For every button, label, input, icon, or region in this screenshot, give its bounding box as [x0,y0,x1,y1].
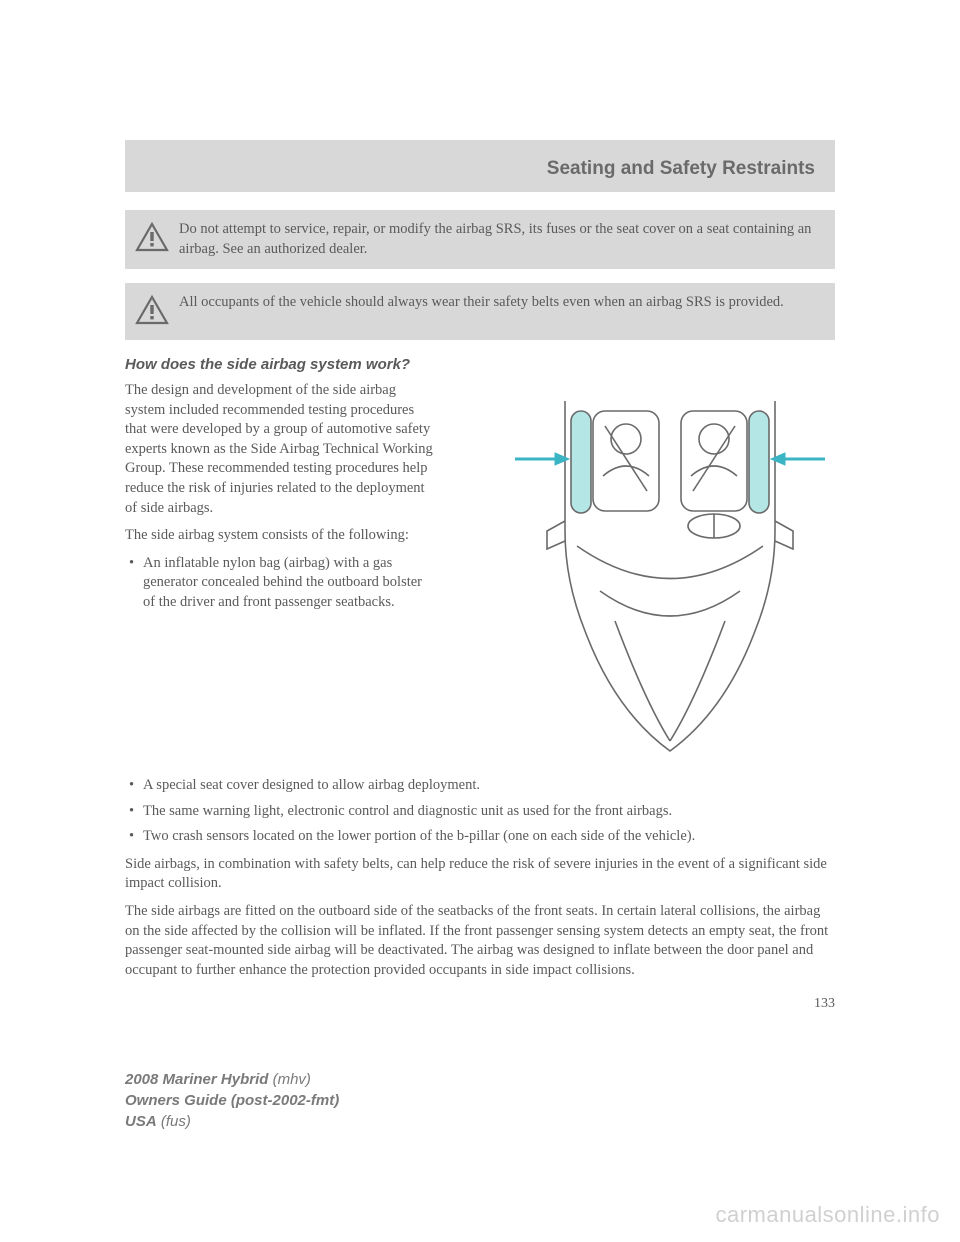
manual-page: Seating and Safety Restraints Do not att… [0,0,960,1012]
footer-code-3: (fus) [157,1113,191,1130]
page-number: 133 [125,996,835,1012]
footer-model: 2008 Mariner Hybrid [125,1071,268,1088]
footer-code-1: (mhv) [268,1071,311,1088]
section-title: Seating and Safety Restraints [547,158,815,179]
paragraph-1: The design and development of the side a… [125,381,435,518]
footer-region: USA [125,1113,157,1130]
warning-box-2: All occupants of the vehicle should alwa… [125,283,835,340]
paragraph-4: The side airbags are fitted on the outbo… [125,902,835,980]
subheading: How does the side airbag system work? [125,356,835,373]
paragraph-2: The side airbag system consists of the f… [125,526,435,546]
warning-triangle-icon [135,222,169,257]
list-item: An inflatable nylon bag (airbag) with a … [125,554,435,613]
side-airbag-diagram [505,381,835,766]
list-item: Two crash sensors located on the lower p… [125,827,835,847]
paragraph-3: Side airbags, in combination with safety… [125,855,835,894]
warning-text-1: Do not attempt to service, repair, or mo… [179,220,821,259]
warning-box-1: Do not attempt to service, repair, or mo… [125,210,835,269]
content-area: The design and development of the side a… [125,381,835,1012]
list-item: The same warning light, electronic contr… [125,802,835,822]
footer-line-3: USA (fus) [125,1111,339,1132]
warning-triangle-icon [135,295,169,330]
section-header-bar: Seating and Safety Restraints [125,140,835,192]
footer-block: 2008 Mariner Hybrid (mhv) Owners Guide (… [125,1069,339,1132]
watermark-text: carmanualsonline.info [715,1202,940,1228]
footer-line-2: Owners Guide (post-2002-fmt) [125,1090,339,1111]
footer-line-1: 2008 Mariner Hybrid (mhv) [125,1069,339,1090]
warning-text-2: All occupants of the vehicle should alwa… [179,293,784,313]
list-item: A special seat cover designed to allow a… [125,776,835,796]
